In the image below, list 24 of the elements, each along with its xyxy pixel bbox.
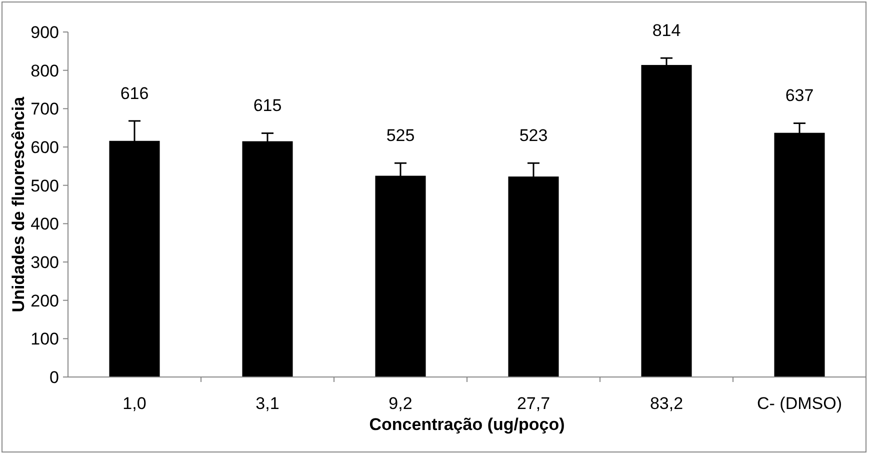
y-tick-label: 100: [30, 330, 59, 349]
y-tick-label: 900: [30, 22, 59, 42]
data-label: 523: [519, 126, 548, 146]
x-tick-label: 83,2: [650, 394, 684, 413]
y-axis-title: Unidades de fluorescência: [9, 96, 28, 312]
data-label: 616: [120, 84, 149, 103]
y-tick-label: 300: [30, 252, 59, 272]
y-tick-label: 400: [30, 214, 59, 234]
y-tick-label: 800: [30, 61, 59, 80]
x-tick-label: C- (DMSO): [757, 394, 842, 413]
x-tick-label: 1,0: [122, 394, 146, 413]
x-tick-label: 27,7: [516, 394, 550, 413]
y-tick-label: 500: [30, 176, 59, 196]
data-label: 525: [386, 126, 415, 146]
y-tick-label: 0: [50, 368, 59, 387]
x-tick-label: 3,1: [256, 394, 280, 413]
data-label: 814: [652, 21, 681, 40]
data-label: 615: [253, 96, 282, 116]
y-tick-label: 200: [30, 291, 59, 310]
y-tick-label: 700: [30, 100, 59, 119]
data-label: 637: [785, 86, 814, 106]
x-axis-title: Concentração (ug/poço): [369, 415, 565, 434]
x-tick-label: 9,2: [388, 394, 412, 413]
y-tick-label: 600: [30, 138, 59, 157]
